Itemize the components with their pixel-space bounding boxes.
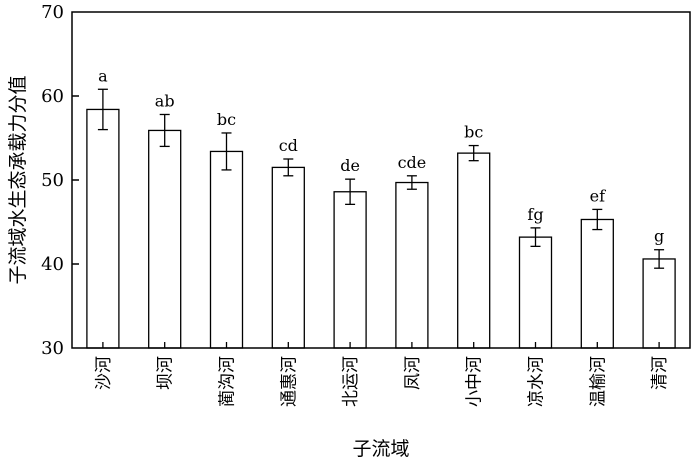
x-axis-title: 子流域 [352, 438, 409, 460]
error-bar [654, 249, 665, 269]
bar [148, 129, 182, 349]
x-category-label: 坝河 [156, 356, 176, 390]
error-bar [345, 178, 356, 206]
y-tick-label: 70 [41, 2, 64, 23]
error-bar [97, 88, 108, 131]
bar [395, 181, 429, 349]
significance-label: cde [398, 153, 427, 172]
significance-label: ab [155, 91, 175, 110]
significance-label: a [98, 66, 108, 85]
bar [86, 108, 120, 349]
bar [271, 166, 305, 349]
y-axis-title: 子流域水生态承载力分值 [7, 75, 29, 284]
significance-label: bc [217, 110, 236, 129]
significance-label: de [340, 156, 360, 175]
x-ticks-layer: 沙河 坝河 蔺沟河 通惠河 北运河 凤河 小中河 凉水河 温榆河 清河 [94, 342, 670, 407]
significance-label: cd [279, 136, 298, 155]
significance-label: bc [464, 123, 483, 142]
bar [642, 258, 676, 349]
plot-area-frame [71, 11, 691, 349]
error-bars-layer [97, 88, 665, 269]
bars-layer [86, 108, 676, 349]
x-category-label: 温榆河 [588, 356, 608, 407]
x-category-label: 通惠河 [279, 356, 299, 407]
significance-label: g [654, 227, 664, 246]
error-bar [592, 208, 603, 231]
bar [580, 218, 614, 349]
y-tick-label: 40 [41, 254, 64, 275]
x-category-label: 北运河 [341, 356, 361, 407]
significance-label: fg [527, 205, 543, 224]
error-bar [283, 158, 294, 177]
x-category-label: 沙河 [94, 356, 114, 390]
x-category-label: 小中河 [465, 356, 485, 407]
error-bar [159, 113, 170, 148]
x-category-label: 蔺沟河 [218, 356, 238, 407]
bar [209, 150, 244, 349]
error-bar [468, 144, 479, 162]
y-tick-label: 60 [41, 86, 64, 107]
y-tick-label: 50 [41, 170, 64, 191]
y-ticks-layer: 30 40 50 60 70 [41, 2, 79, 359]
error-bar [221, 132, 232, 171]
x-category-label: 凉水河 [527, 356, 547, 407]
significance-labels-layer: a ab bc cd de cde bc fg ef g [98, 66, 664, 245]
significance-label: ef [590, 186, 606, 205]
bar [333, 191, 367, 349]
error-bar [406, 175, 417, 190]
y-tick-label: 30 [41, 338, 64, 359]
x-category-label: 凤河 [403, 356, 423, 390]
bar [518, 236, 553, 349]
x-category-label: 清河 [650, 356, 670, 390]
error-bar [530, 227, 541, 248]
bar [457, 152, 491, 349]
